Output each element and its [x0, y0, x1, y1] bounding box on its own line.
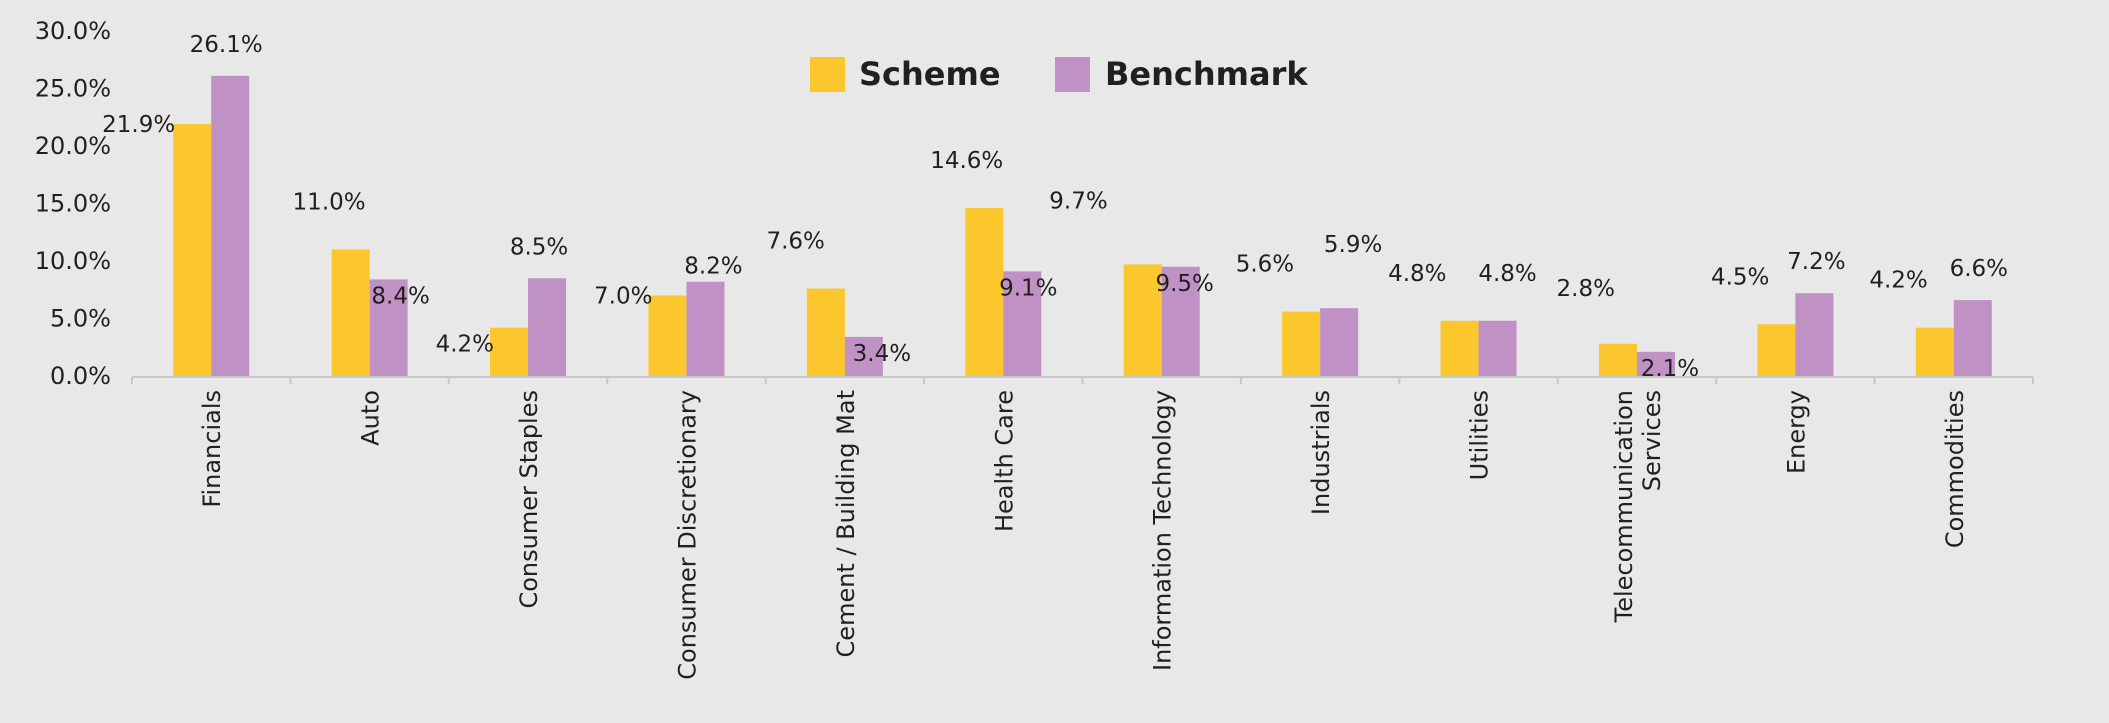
y-tick-label: 10.0%	[35, 247, 111, 275]
y-tick-label: 30.0%	[35, 17, 111, 45]
category-label: Commodities	[1941, 390, 1969, 548]
benchmark-bar	[844, 336, 883, 376]
benchmark-bar	[1953, 300, 1992, 376]
benchmark-bar	[1795, 293, 1834, 376]
benchmark-data-label: 5.9%	[1324, 232, 1382, 258]
scheme-data-label: 9.7%	[1049, 188, 1107, 214]
benchmark-data-label: 26.1%	[190, 32, 263, 58]
category-label: Industrials	[1307, 390, 1335, 515]
scheme-data-label: 4.2%	[436, 332, 494, 358]
scheme-bar	[1757, 324, 1796, 376]
y-tick-label: 25.0%	[35, 75, 111, 103]
scheme-bar	[648, 295, 687, 376]
y-tick-label: 20.0%	[35, 132, 111, 160]
category-label-text: Industrials	[1307, 390, 1335, 515]
scheme-bar	[331, 249, 370, 376]
benchmark-bar	[1161, 266, 1200, 376]
category-label: Utilities	[1466, 390, 1494, 480]
category-label: Health Care	[990, 390, 1018, 532]
scheme-data-label: 11.0%	[293, 190, 366, 216]
benchmark-bar	[528, 278, 567, 376]
scheme-bar	[965, 208, 1004, 376]
benchmark-data-label: 8.5%	[510, 234, 568, 260]
benchmark-bar	[1003, 271, 1042, 376]
category-label-text: Information Technology	[1149, 390, 1177, 671]
data-labels: 21.9% 26.1% 11.0% 8.4% 4.2% 8.5% 7.0% 8.2% 7.6% 3…	[102, 32, 2008, 382]
benchmark-legend-swatch	[1055, 57, 1090, 92]
benchmark-data-label: 9.5%	[1155, 271, 1213, 297]
scheme-data-label: 4.8%	[1388, 261, 1446, 287]
benchmark-bar	[1636, 351, 1675, 376]
category-label-text: Health Care	[990, 390, 1018, 532]
benchmark-bar	[369, 279, 408, 376]
scheme-data-label: 7.6%	[766, 229, 824, 255]
benchmark-data-label: 3.4%	[853, 341, 911, 367]
legend: Scheme Benchmark	[810, 55, 1308, 93]
x-axis: Financials Auto Consumer Staples Consumer D…	[131, 376, 2034, 680]
benchmark-bar	[1320, 308, 1359, 376]
category-label-text: Auto	[357, 390, 385, 446]
benchmark-bar	[1478, 320, 1517, 376]
category-label: Consumer Staples	[515, 390, 543, 609]
category-label: Energy	[1782, 390, 1810, 474]
scheme-bar	[806, 288, 845, 376]
category-label-text: Financials	[198, 390, 226, 508]
scheme-bar	[173, 124, 212, 377]
scheme-data-label: 4.5%	[1711, 264, 1769, 290]
scheme-bar	[490, 327, 529, 376]
benchmark-data-label: 8.4%	[371, 283, 429, 309]
benchmark-data-label: 6.6%	[1950, 256, 2008, 282]
y-axis: 0.0% 5.0% 10.0% 15.0% 20.0% 25.0% 30.0%	[35, 17, 111, 390]
scheme-bar	[1123, 264, 1162, 376]
y-tick-label: 15.0%	[35, 190, 111, 218]
benchmark-legend-label: Benchmark	[1105, 55, 1308, 93]
category-label-text: Consumer Discretionary	[673, 390, 701, 680]
scheme-data-label: 21.9%	[102, 112, 175, 138]
category-label-text: Commodities	[1941, 390, 1969, 548]
category-label-text: Services	[1638, 390, 1666, 491]
category-label-text: Consumer Staples	[515, 390, 543, 609]
category-label-text: Telecommunication	[1610, 390, 1638, 623]
benchmark-bar	[211, 75, 250, 376]
category-label-text: Cement / Building Mat	[832, 390, 860, 657]
benchmark-data-label: 7.2%	[1787, 249, 1845, 275]
category-label: Cement / Building Mat	[832, 390, 860, 657]
scheme-data-label: 7.0%	[594, 284, 652, 310]
benchmark-data-label: 8.2%	[684, 254, 742, 280]
scheme-data-label: 2.8%	[1557, 276, 1615, 302]
scheme-data-label: 4.2%	[1869, 268, 1927, 294]
scheme-bar	[1282, 311, 1321, 376]
benchmark-data-label: 4.8%	[1478, 261, 1536, 287]
scheme-data-label: 5.6%	[1236, 252, 1294, 278]
category-label-text: Utilities	[1466, 390, 1494, 480]
y-tick-label: 5.0%	[50, 305, 111, 333]
category-label: Financials	[198, 390, 226, 508]
scheme-legend-label: Scheme	[859, 55, 1001, 93]
category-label: Telecommunication Services	[1610, 390, 1666, 623]
category-label: Consumer Discretionary	[673, 390, 701, 680]
benchmark-bar	[686, 281, 725, 376]
scheme-legend-swatch	[810, 57, 845, 92]
category-label-text: Energy	[1782, 390, 1810, 474]
scheme-bar	[1440, 320, 1479, 376]
bars	[173, 75, 1992, 377]
scheme-data-label: 14.6%	[930, 148, 1003, 174]
category-label: Auto	[357, 390, 385, 446]
y-tick-label: 0.0%	[50, 362, 111, 390]
benchmark-data-label: 9.1%	[999, 275, 1057, 301]
scheme-bar	[1598, 343, 1637, 376]
scheme-bar	[1915, 327, 1954, 376]
category-label: Information Technology	[1149, 390, 1177, 671]
